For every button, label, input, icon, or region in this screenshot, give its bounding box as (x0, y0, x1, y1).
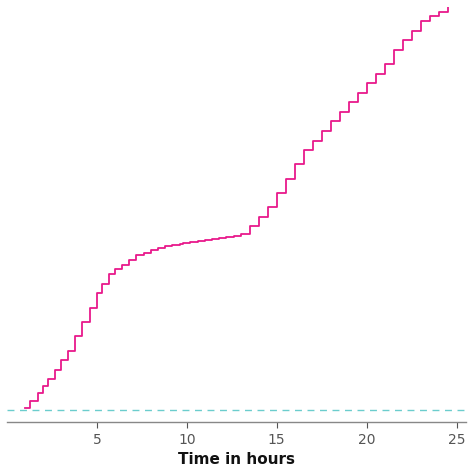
X-axis label: Time in hours: Time in hours (178, 452, 295, 467)
